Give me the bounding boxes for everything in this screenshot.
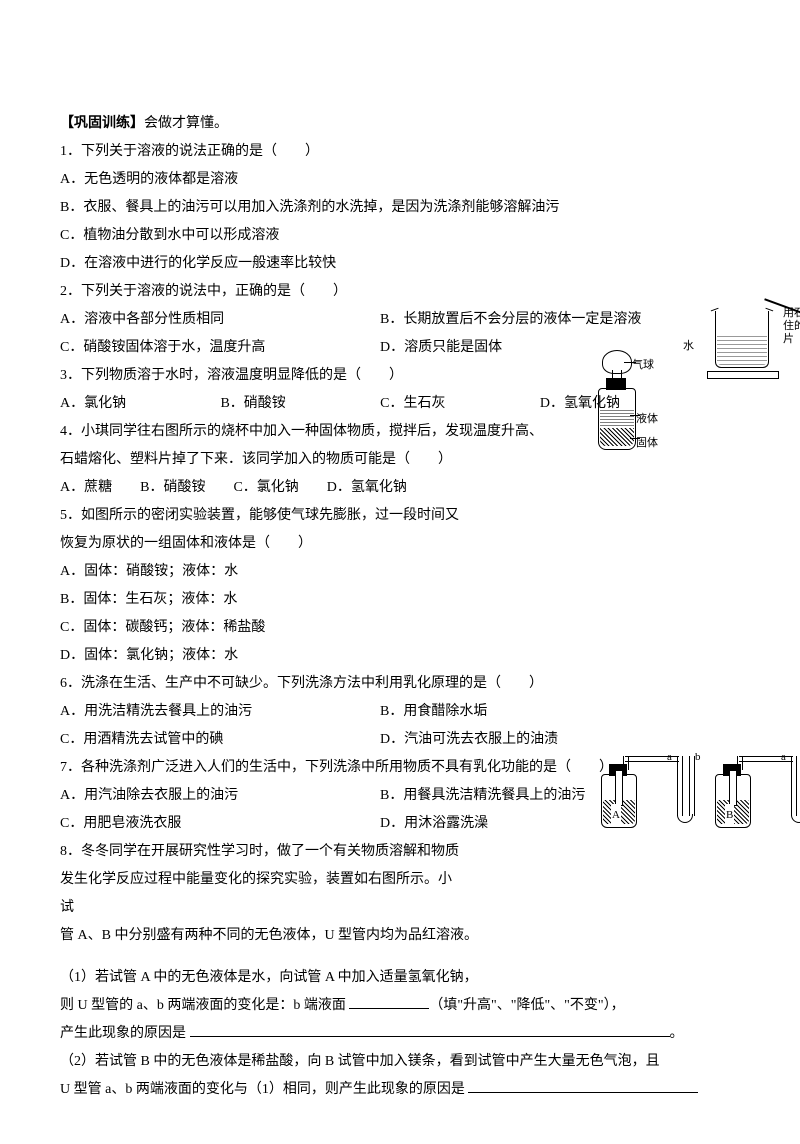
- q8-p2b-pre: U 型管 a、b 两端液面的变化与（1）相同，则产生此现象的原因是: [60, 1082, 468, 1097]
- q8-p1a: （1）若试管 A 中的无色液体是水，向试管 A 中加入适量氢氧化钠，: [60, 964, 740, 992]
- q6-B: B．用食醋除水垢: [380, 698, 700, 726]
- q8-p2b: U 型管 a、b 两端液面的变化与（1）相同，则产生此现象的原因是: [60, 1076, 740, 1104]
- spacer: [60, 950, 740, 964]
- q4-l2: 石蜡熔化、塑料片掉了下来．该同学加入的物质可能是（ ）: [60, 446, 740, 474]
- q3-A: A．氯化钠: [60, 390, 126, 418]
- fig1-label-plastic: 用石蜡黏住的塑料片: [783, 307, 800, 347]
- q4-l1: 4．小琪同学往右图所示的烧杯中加入一种固体物质，搅拌后，发现温度升高、: [60, 418, 740, 446]
- q3-opts: A．氯化钠 B．硝酸铵 C．生石灰 D．氢氧化钠: [60, 390, 620, 418]
- q1-B: B．衣服、餐具上的油污可以用加入洗涤剂的水洗掉，是因为洗涤剂能够溶解油污: [60, 194, 740, 222]
- page: 水 用石蜡黏住的塑料片 气球 液体 固体 a b A a b B 【巩固训练】会…: [0, 0, 800, 1144]
- header-tail: 会做才算懂。: [144, 116, 228, 131]
- q2-row1: A．溶液中各部分性质相同 B．长期放置后不会分层的液体一定是溶液: [60, 306, 740, 334]
- q2-A: A．溶液中各部分性质相同: [60, 306, 380, 334]
- q8-p1b-pre: 则 U 型管的 a、b 两端液面的变化是：b 端液面: [60, 998, 349, 1013]
- fig1-label-water: 水: [683, 335, 694, 357]
- q8-l3: 试: [60, 894, 740, 922]
- q6-A: A．用洗洁精洗去餐具上的油污: [60, 698, 380, 726]
- q7-A: A．用汽油除去衣服上的油污: [60, 782, 380, 810]
- q8-l4: 管 A、B 中分别盛有两种不同的无色液体，U 型管内均为品红溶液。: [60, 922, 740, 950]
- section-header: 【巩固训练】会做才算懂。: [60, 110, 740, 138]
- q7-stem: 7．各种洗涤剂广泛进入人们的生活中，下列洗涤中所用物质不具有乳化功能的是（ ）: [60, 754, 740, 782]
- q3-stem: 3．下列物质溶于水时，溶液温度明显降低的是（ ）: [60, 362, 740, 390]
- q3-B: B．硝酸铵: [220, 390, 285, 418]
- q5-l2: 恢复为原状的一组固体和液体是（ ）: [60, 530, 740, 558]
- blank-1[interactable]: [349, 992, 429, 1009]
- q1-D: D．在溶液中进行的化学反应一般速率比较快: [60, 250, 740, 278]
- q8-p1c-pre: 产生此现象的原因是: [60, 1026, 190, 1041]
- q5-C: C．固体：碳酸钙；液体：稀盐酸: [60, 614, 740, 642]
- q6-stem: 6．洗涤在生活、生产中不可缺少。下列洗涤方法中利用乳化原理的是（ ）: [60, 670, 740, 698]
- blank-2[interactable]: [190, 1020, 670, 1037]
- q2-C: C．硝酸铵固体溶于水，温度升高: [60, 334, 380, 362]
- q8-l1: 8．冬冬同学在开展研究性学习时，做了一个有关物质溶解和物质: [60, 838, 740, 866]
- q5-D: D．固体：氯化钠；液体：水: [60, 642, 740, 670]
- q3-C: C．生石灰: [380, 390, 445, 418]
- q2-B: B．长期放置后不会分层的液体一定是溶液: [380, 306, 700, 334]
- q5-l1: 5．如图所示的密闭实验装置，能够使气球先膨胀，过一段时间又: [60, 502, 740, 530]
- q7-C: C．用肥皂液洗衣服: [60, 810, 380, 838]
- q8-p1b-post: （填"升高"、"降低"、"不变"），: [429, 998, 624, 1013]
- blank-3[interactable]: [468, 1076, 698, 1093]
- q4-opts: A．蔗糖 B．硝酸铵 C．氯化钠 D．氢氧化钠: [60, 474, 740, 502]
- q8-l2: 发生化学反应过程中能量变化的探究实验，装置如右图所示。小: [60, 866, 740, 894]
- q5-A: A．固体：硝酸铵；液体：水: [60, 558, 740, 586]
- q1-A: A．无色透明的液体都是溶液: [60, 166, 740, 194]
- q8-p1c: 产生此现象的原因是 。: [60, 1020, 740, 1048]
- q6-row1: A．用洗洁精洗去餐具上的油污 B．用食醋除水垢: [60, 698, 740, 726]
- q8-p1c-post: 。: [670, 1026, 684, 1041]
- q1-stem: 1．下列关于溶液的说法正确的是（ ）: [60, 138, 740, 166]
- q1-C: C．植物油分散到水中可以形成溶液: [60, 222, 740, 250]
- q8-p1b: 则 U 型管的 a、b 两端液面的变化是：b 端液面 （填"升高"、"降低"、"…: [60, 992, 740, 1020]
- q5-B: B．固体：生石灰；液体：水: [60, 586, 740, 614]
- header-strong: 【巩固训练】: [60, 116, 144, 131]
- q6-C: C．用酒精洗去试管中的碘: [60, 726, 380, 754]
- q8-p2a: （2）若试管 B 中的无色液体是稀盐酸，向 B 试管中加入镁条，看到试管中产生大…: [60, 1048, 740, 1076]
- q2-stem: 2．下列关于溶液的说法中，正确的是（ ）: [60, 278, 740, 306]
